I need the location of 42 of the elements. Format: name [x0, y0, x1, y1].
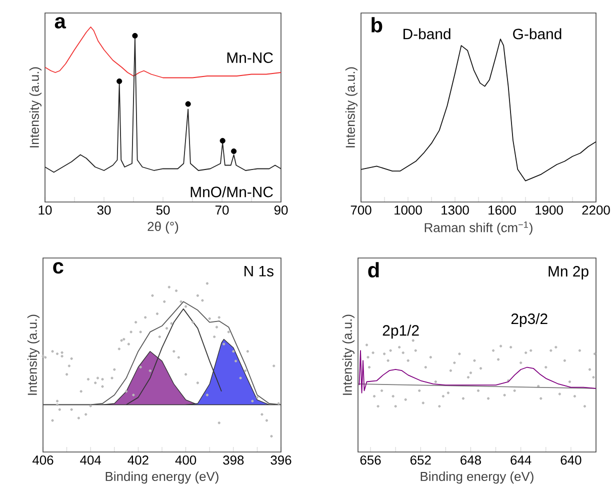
x-axis-title: 2θ (°)	[148, 222, 178, 234]
x-tick-label: 90	[274, 206, 288, 215]
x-tick-label: 656	[360, 456, 381, 465]
y-axis-title: Intensity (a.u.)	[345, 67, 358, 148]
x-tick-label: 398	[223, 456, 244, 465]
y-axis-title: Intensity (a.u.)	[27, 314, 40, 395]
x-tick-label: 400	[175, 456, 196, 465]
x-tick-label: 1300	[442, 206, 469, 215]
x-axis-title: Raman shift (cm$^{−1}$)	[424, 222, 532, 235]
x-tick-label: 404	[80, 456, 102, 465]
x-tick-label: 396	[270, 456, 292, 465]
annotation: a	[54, 17, 66, 29]
x-tick-label: 640	[560, 456, 582, 465]
x-tick-label: 648	[460, 456, 481, 465]
x-tick-label: 1600	[488, 206, 516, 215]
annotation: G-band	[513, 28, 562, 40]
text: d	[368, 262, 379, 278]
series-label: Mn-NC	[227, 52, 273, 63]
annotation: D-band	[404, 28, 450, 40]
x-axis-title: Binding energy (eV)	[106, 472, 218, 484]
series-label: MnO/Mn-NC	[190, 186, 273, 198]
x-axis-title: Binding energy (eV)	[420, 472, 534, 484]
text: Mn 2p	[548, 266, 588, 280]
text: 2p1/2	[382, 324, 419, 339]
text: b	[372, 17, 382, 32]
y-axis-title: Intensity (a.u.)	[342, 314, 354, 395]
x-tick-label: 70	[215, 206, 229, 215]
x-tick-label: 2200	[582, 206, 610, 215]
x-tick-label: 1000	[394, 206, 422, 215]
x-tick-label: 10	[38, 206, 52, 215]
text: c	[53, 262, 64, 274]
x-tick-label: 402	[128, 456, 148, 465]
x-tick-label: 406	[32, 456, 54, 465]
text: 2p3/2	[511, 313, 548, 328]
x-tick-label: 644	[510, 456, 532, 465]
x-tick-label: 700	[350, 206, 372, 215]
y-axis-title: Intensity (a.u.)	[29, 67, 42, 148]
x-tick-label: 50	[156, 206, 170, 215]
x-tick-label: 1900	[536, 206, 563, 215]
text: N 1s	[244, 266, 274, 276]
x-tick-label: 30	[97, 206, 111, 215]
x-tick-label: 652	[410, 456, 431, 465]
